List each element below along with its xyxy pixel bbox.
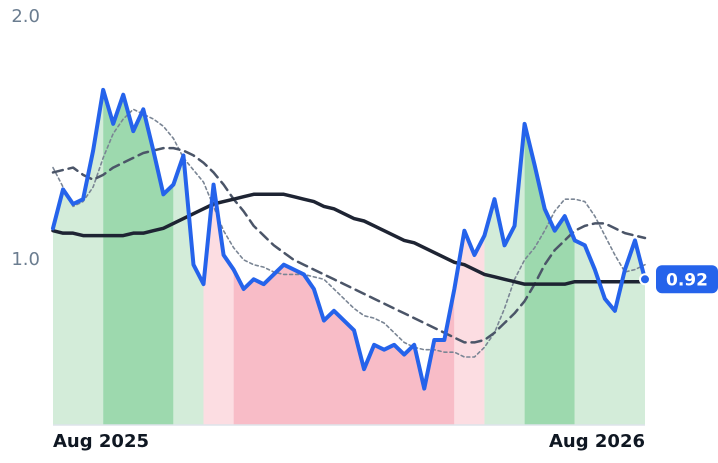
zone-area [173, 155, 204, 425]
x-tick-label: Aug 2025 [53, 431, 149, 452]
zone-area [574, 240, 645, 425]
last-value-dot [639, 273, 651, 286]
series-line [51, 146, 647, 344]
zone-area [233, 264, 455, 425]
zone-area [203, 184, 234, 425]
series-line [51, 87, 647, 391]
y-tick-label: 1.0 [11, 249, 40, 270]
zone-area [103, 89, 174, 425]
zone-area [524, 123, 575, 425]
last-value-badge [656, 265, 718, 294]
zone-area [454, 230, 485, 425]
y-tick-label: 2.0 [11, 6, 40, 27]
series-line [51, 192, 647, 286]
x-tick-label: Aug 2026 [549, 431, 645, 452]
series-line [52, 108, 646, 358]
last-value-label: 0.92 [666, 270, 708, 290]
zone-area [53, 89, 104, 425]
